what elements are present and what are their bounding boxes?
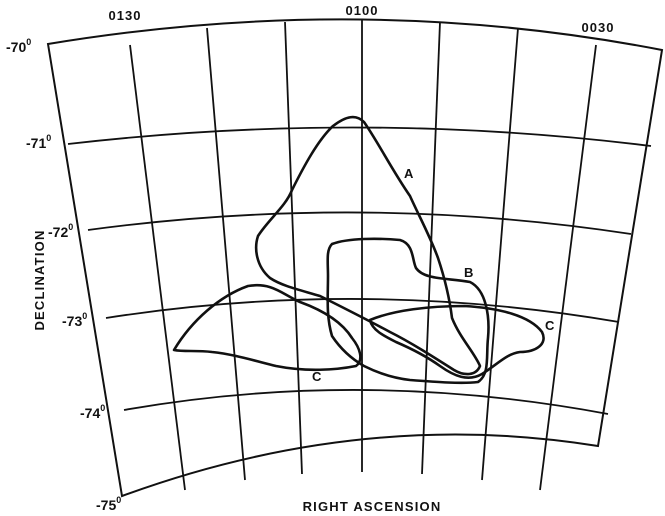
y-axis-title: DECLINATION [32,229,47,330]
right-ascension-gridlines [129,20,597,491]
dec-tick-label: -740 [80,403,105,421]
dec-arc-71 [67,126,652,147]
contour-label-c-right: C [545,318,555,333]
ra-tick-label: 0100 [346,3,379,18]
dec-tick-label: -750 [96,495,121,513]
ra-tick-label: 0130 [109,8,142,23]
x-axis-title: RIGHT ASCENSION [303,499,442,514]
contour-c-left [172,283,362,372]
ra-meridian [421,21,441,475]
dec-tick-label: -730 [62,311,87,329]
contour-label-a: A [404,166,414,181]
contour-label-b: B [464,265,473,280]
chart-border [46,18,664,498]
ra-meridian [539,44,597,491]
contour-c-right [368,304,545,379]
dec-tick-label: -720 [48,222,73,240]
contours [172,115,545,385]
ra-meridian [284,21,303,475]
ra-meridian [481,27,519,481]
ra-meridian [129,44,186,491]
ra-meridian [206,27,246,481]
declination-gridlines [67,126,652,415]
contour-b [326,237,490,385]
dec-arc-74 [123,389,609,415]
contour-label-c-left: C [312,369,322,384]
ra-tick-label: 0030 [582,20,615,35]
dec-tick-label: -700 [6,37,31,55]
contour-a [254,115,482,376]
dec-tick-label: -710 [26,133,51,151]
dec-arc-72 [87,211,632,235]
